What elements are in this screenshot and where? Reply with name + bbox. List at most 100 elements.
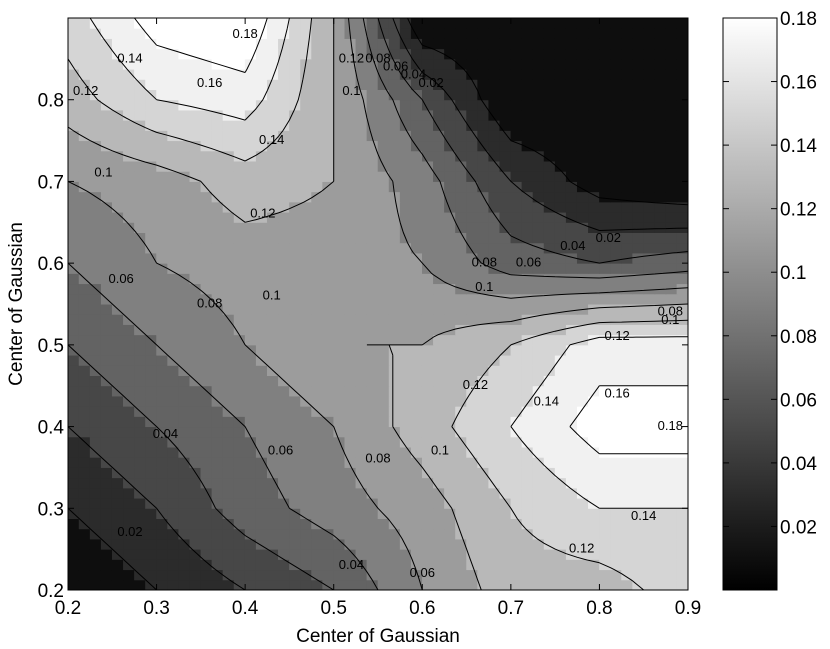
contour-cell <box>211 538 224 550</box>
contour-cell <box>278 477 290 489</box>
contour-cell <box>278 538 290 550</box>
contour-cell <box>355 385 368 397</box>
contour-cell <box>621 416 634 428</box>
contour-cell <box>156 262 169 274</box>
contour-cell <box>123 416 135 428</box>
contour-cell <box>233 569 246 581</box>
contour-cell <box>554 507 567 519</box>
contour-cell <box>621 99 634 111</box>
contour-cell <box>521 38 534 50</box>
contour-cell <box>333 160 346 172</box>
contour-cell <box>433 303 445 315</box>
contour-cell <box>111 140 124 152</box>
contour-cell <box>466 538 479 550</box>
contour-cell <box>477 58 490 70</box>
contour-cell <box>388 456 401 468</box>
contour-cell <box>322 232 335 244</box>
contour-cell <box>233 528 246 540</box>
contour-cell <box>510 354 523 366</box>
contour-cell <box>189 109 202 121</box>
contour-cell <box>255 426 268 438</box>
contour-cell <box>89 211 102 223</box>
contour-cell <box>399 395 412 407</box>
contour-cell <box>621 18 634 29</box>
contour-cell <box>621 344 634 356</box>
contour-cell <box>510 273 523 285</box>
contour-cell <box>599 252 611 264</box>
contour-cell <box>543 528 556 540</box>
contour-cell <box>521 334 534 346</box>
x-tick-label: 0.9 <box>675 598 701 619</box>
contour-cell <box>665 344 678 356</box>
contour-cell <box>78 344 91 356</box>
contour-cell <box>123 426 135 438</box>
contour-cell <box>455 262 468 274</box>
contour-cell <box>167 252 180 264</box>
contour-cell <box>189 242 202 254</box>
contour-cell <box>100 89 113 101</box>
contour-cell <box>100 487 113 499</box>
contour-cell <box>78 232 91 244</box>
contour-cell <box>233 334 246 346</box>
contour-cell <box>200 497 213 509</box>
contour-cell <box>244 375 257 387</box>
contour-cell <box>366 354 379 366</box>
contour-cell <box>521 170 534 182</box>
contour-cell <box>300 313 313 325</box>
contour-cell <box>178 58 191 70</box>
contour-cell <box>366 344 379 356</box>
contour-cell <box>488 130 501 142</box>
contour-cell <box>444 232 456 244</box>
contour-cell <box>576 344 589 356</box>
contour-cell <box>100 303 113 315</box>
contour-cell <box>333 201 346 213</box>
contour-cell <box>510 559 523 571</box>
contour-cell <box>134 283 146 295</box>
contour-cell <box>543 181 556 193</box>
contour-cell <box>654 467 667 479</box>
contour-cell <box>289 426 301 438</box>
contour-cell <box>311 18 324 29</box>
contour-cell <box>89 252 102 264</box>
contour-cell <box>599 375 611 387</box>
contour-cell <box>200 170 213 182</box>
contour-cell <box>466 324 479 336</box>
contour-cell <box>565 283 578 295</box>
contour-cell <box>111 191 124 203</box>
contour-cell <box>488 467 501 479</box>
contour-cell <box>477 354 490 366</box>
contour-cell <box>599 334 611 346</box>
contour-cell <box>554 405 567 417</box>
contour-cell <box>123 283 135 295</box>
contour-cell <box>565 538 578 550</box>
contour-cell <box>532 559 545 571</box>
contour-cell <box>167 467 180 479</box>
contour-cell <box>643 89 656 101</box>
contour-cell <box>89 150 102 162</box>
contour-cell <box>333 559 346 571</box>
contour-cell <box>100 405 113 417</box>
contour-cell <box>311 191 324 203</box>
contour-cell <box>665 201 678 213</box>
contour-cell <box>111 436 124 448</box>
contour-cell <box>399 313 412 325</box>
contour-cell <box>68 293 80 305</box>
contour-cell <box>266 344 279 356</box>
contour-cell <box>643 548 656 560</box>
contour-cell <box>244 559 257 571</box>
contour-cell <box>322 426 335 438</box>
contour-cell <box>599 181 611 193</box>
contour-cell <box>322 262 335 274</box>
contour-cell <box>134 140 146 152</box>
contour-cell <box>676 160 688 172</box>
contour-cell <box>521 78 534 90</box>
contour-cell <box>554 273 567 285</box>
contour-cell <box>488 140 501 152</box>
y-tick-label: 0.6 <box>38 254 64 275</box>
contour-cell <box>311 99 324 111</box>
contour-cell <box>654 456 667 468</box>
contour-cell <box>311 140 324 152</box>
contour-cell <box>255 211 268 223</box>
contour-cell <box>100 548 113 560</box>
contour-cell <box>554 446 567 458</box>
